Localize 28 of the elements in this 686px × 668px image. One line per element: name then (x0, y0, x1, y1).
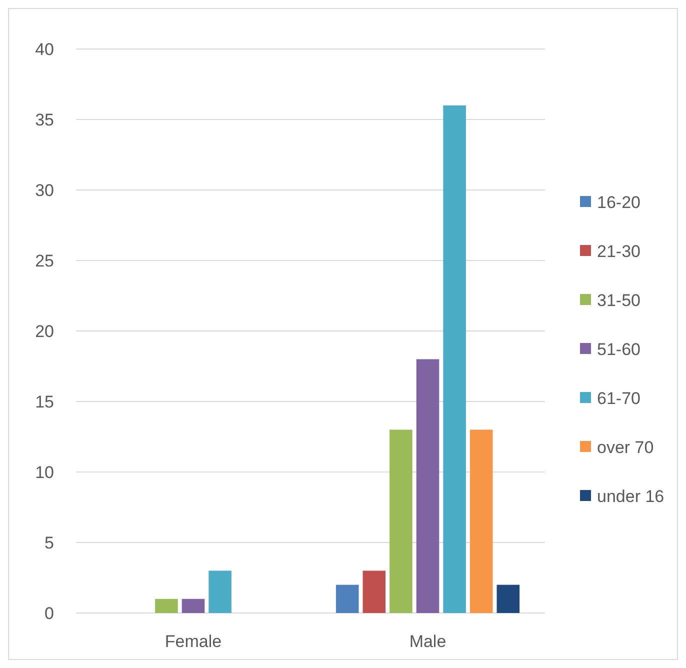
bar (443, 105, 466, 613)
bar (470, 430, 493, 613)
legend-label: 21-30 (597, 242, 640, 261)
y-tick-label: 25 (35, 251, 54, 270)
y-tick-label: 20 (35, 322, 54, 341)
bar (336, 584, 359, 613)
legend-label: under 16 (597, 486, 664, 506)
y-tick-label: 15 (35, 392, 54, 412)
y-tick-label: 5 (44, 533, 54, 552)
legend-label: 51-60 (597, 340, 640, 359)
legend-label: 61-70 (597, 388, 640, 408)
bar (362, 570, 386, 613)
x-tick-label: Male (409, 632, 446, 651)
y-tick-label: 40 (35, 40, 54, 59)
legend-label: 31-50 (597, 290, 640, 310)
y-tick-label: 0 (44, 604, 54, 623)
bar (416, 359, 440, 613)
x-tick-label: Female (164, 632, 222, 651)
y-tick-label: 10 (35, 462, 54, 482)
bar (496, 584, 520, 613)
legend-label: 16-20 (597, 192, 640, 212)
bar (155, 598, 178, 613)
bar (208, 570, 232, 613)
bar (390, 430, 412, 613)
y-tick-label: 30 (35, 180, 54, 200)
bar (182, 598, 205, 613)
legend-label: over 70 (597, 438, 654, 457)
y-tick-label: 35 (35, 110, 54, 130)
